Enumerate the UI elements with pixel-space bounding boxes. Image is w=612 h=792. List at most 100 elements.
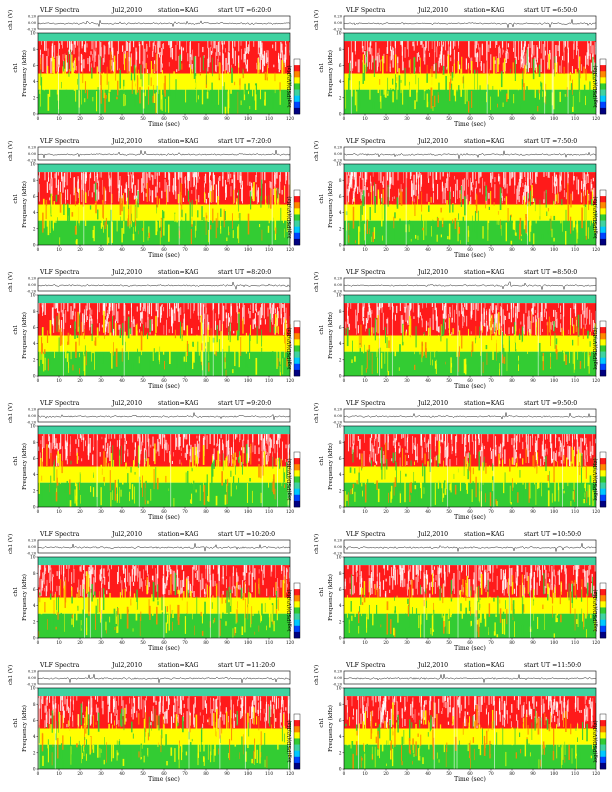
spectrogram-speckle: [449, 483, 451, 491]
colorbar-swatch: [294, 327, 300, 334]
spectrogram-speckle: [392, 47, 394, 68]
spectrogram-speckle: [91, 41, 93, 50]
spectrogram-speckle: [55, 626, 57, 630]
spectrogram-speckle: [573, 303, 575, 310]
spectrogram-speckle: [143, 324, 144, 337]
spectrogram-speckle: [240, 587, 243, 599]
spectrogram-speckle: [220, 331, 222, 341]
spectrogram-speckle: [90, 486, 92, 493]
spectrogram-speckle: [168, 565, 170, 572]
panel-title: VLF Spectra: [345, 400, 386, 407]
spectrogram-speckle: [421, 83, 423, 89]
spectrogram-speckle: [70, 172, 71, 179]
spectrogram-speckle: [165, 576, 167, 586]
spectrogram-speckle: [55, 303, 57, 309]
spectrogram-speckle: [438, 440, 441, 464]
spectrogram-speckle: [461, 56, 463, 74]
spectrogram-speckle: [104, 303, 106, 307]
spectrogram-speckle: [521, 329, 523, 343]
spectrogram-speckle: [116, 212, 118, 232]
spectrogram-speckle: [79, 303, 80, 316]
spectrogram-speckle: [472, 467, 474, 475]
frequency-axis-label: Frequency (kHz): [21, 574, 28, 621]
spectrogram-speckle: [449, 459, 451, 467]
spectrogram-speckle: [569, 446, 571, 467]
spectrogram-speckle: [175, 79, 177, 99]
spectrogram-speckle: [197, 341, 199, 352]
spectrogram-speckle: [180, 172, 182, 178]
spectrogram-speckle: [110, 492, 112, 507]
spectrogram-speckle: [60, 612, 62, 626]
spectrogram-speckle: [106, 66, 108, 85]
spectrogram-speckle: [182, 197, 184, 202]
waveform-axis-label: ch1 (V): [7, 141, 14, 161]
spectrogram-speckle: [119, 180, 120, 199]
spectrogram-speckle: [91, 565, 93, 575]
spectrogram-speckle: [541, 312, 543, 321]
spectrogram-speckle: [115, 472, 118, 488]
spectrogram-speckle: [498, 351, 500, 358]
spectrogram-speckle: [117, 483, 118, 501]
spectrogram-speckle: [160, 434, 162, 446]
spectrogram-speckle: [439, 326, 440, 333]
spectrogram-speckle: [524, 64, 526, 74]
spectrogram-speckle: [104, 437, 106, 452]
spectrogram-speckle: [125, 41, 127, 52]
spectrogram-speckle: [347, 315, 349, 325]
spectrogram-speckle: [361, 195, 363, 215]
spectrogram-speckle: [283, 467, 285, 488]
spectrogram-speckle: [64, 434, 66, 450]
spectrogram-speckle: [378, 446, 380, 454]
spectrogram-speckle: [125, 360, 127, 368]
spectrogram-speckle: [580, 64, 582, 71]
spectrogram-speckle: [145, 488, 147, 500]
colorbar-swatch: [294, 452, 300, 459]
spectrogram-speckle: [214, 105, 216, 108]
spectrogram-speckle: [450, 57, 452, 62]
spectrogram-speckle: [127, 449, 129, 453]
spectrogram-speckle: [205, 303, 207, 376]
spectrogram-speckle: [412, 435, 413, 454]
spectrogram-speckle: [471, 303, 473, 315]
spectrogram-speckle: [242, 580, 243, 597]
spectrogram-speckle: [196, 456, 198, 466]
spectrogram-speckle: [140, 345, 142, 356]
spectrogram-speckle: [130, 598, 132, 606]
spectrogram-speckle: [115, 303, 117, 322]
spectrogram-speckle: [482, 462, 484, 467]
spectrogram-speckle: [377, 52, 379, 67]
spectrogram-speckle: [97, 599, 99, 613]
spectrogram-speckle: [91, 309, 93, 315]
spectrogram-speckle: [582, 303, 584, 315]
spectrogram-speckle: [160, 51, 162, 56]
spectrogram-speckle: [125, 94, 126, 106]
spectrogram-speckle: [512, 326, 514, 334]
spectrogram-speckle: [109, 79, 111, 92]
panel-date: Jul2,2010: [417, 269, 448, 276]
spectrogram-speckle: [212, 573, 214, 587]
colorbar-swatch: [294, 226, 300, 234]
spectrogram-speckle: [164, 172, 166, 178]
spectrogram-speckle: [101, 172, 103, 178]
panel-title: VLF Spectra: [39, 531, 80, 538]
spectrogram-speckle: [257, 311, 259, 316]
spectrogram-speckle: [285, 444, 287, 449]
spectrogram-speckle: [348, 172, 350, 176]
spectrogram-speckle: [191, 200, 193, 219]
colorbar-swatch: [294, 190, 300, 197]
spectrogram-speckle: [125, 568, 126, 588]
spectrogram-band: [344, 41, 596, 74]
spectrogram-speckle: [575, 317, 577, 332]
spectrogram-speckle: [272, 44, 274, 49]
spectrogram-speckle: [252, 565, 254, 577]
spectrogram-speckle: [157, 303, 159, 318]
waveform-axis-label: ch1 (V): [313, 403, 320, 423]
colorbar-swatch: [600, 220, 606, 227]
spectrogram-speckle: [181, 600, 183, 611]
x-tick-label: 20: [383, 378, 389, 383]
spectrogram-speckle: [127, 41, 129, 51]
spectrogram-speckle: [471, 434, 473, 442]
spectrogram-speckle: [215, 64, 217, 73]
spectrogram-speckle: [505, 52, 507, 60]
spectrogram-speckle: [279, 82, 281, 92]
